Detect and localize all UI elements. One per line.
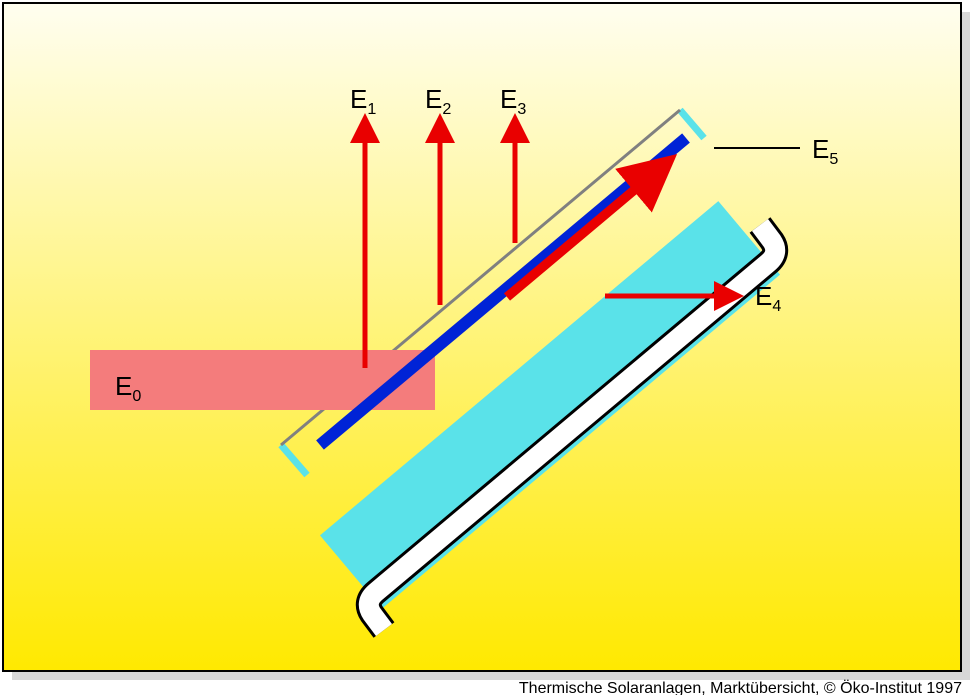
source-caption: Thermische Solaranlagen, Marktübersicht,… bbox=[519, 679, 962, 695]
incoming-energy-beam bbox=[90, 350, 435, 410]
diagram-frame bbox=[3, 3, 961, 671]
diagram-canvas: E0 E1 E2 E3 E4 E5 Thermische Solaranlage… bbox=[0, 0, 975, 695]
